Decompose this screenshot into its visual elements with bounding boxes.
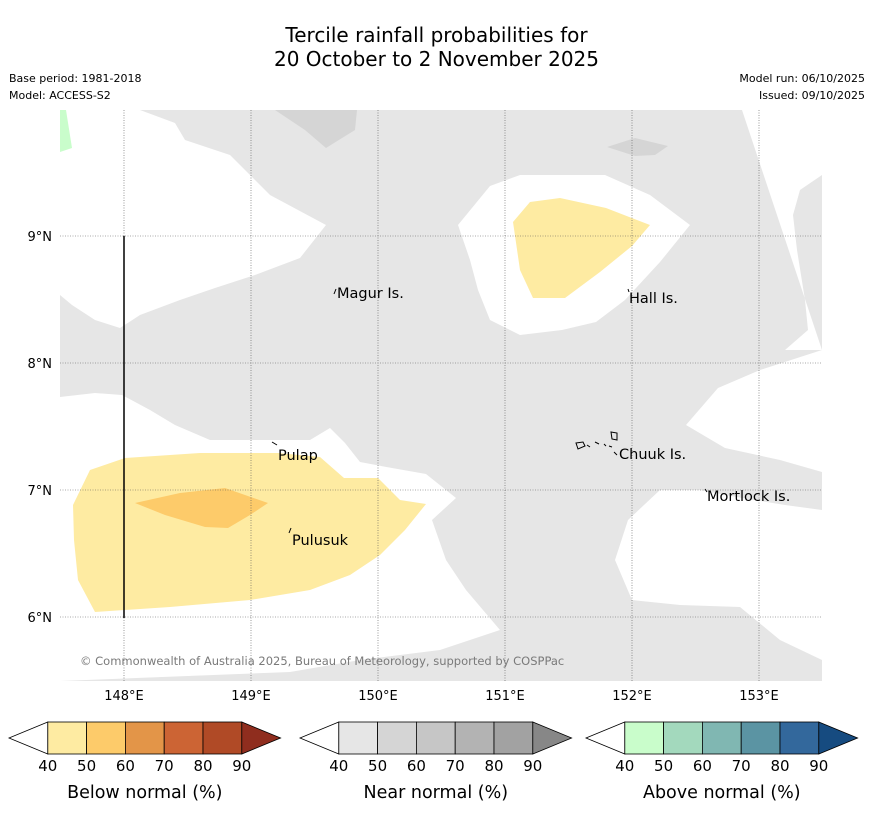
model-label: Model: ACCESS-S2 (9, 89, 111, 102)
legend-over-90-triangle (818, 721, 859, 755)
legend-tick-label: 90 (232, 757, 251, 775)
below-normal-legend: 40 50 60 70 80 90 Below normal (%) (7, 721, 282, 803)
place-label-mortlock: Mortlock Is. (707, 489, 790, 505)
white-region-southeast (615, 350, 822, 681)
legend-color-box (702, 721, 742, 755)
legend-title: Above normal (%) (643, 783, 801, 803)
legend-tick-label: 90 (523, 757, 542, 775)
magur-island-outline (333, 288, 337, 295)
legend-tick-label: 60 (116, 757, 135, 775)
legend-color-box (377, 721, 417, 755)
base-period-label: Base period: 1981-2018 (9, 72, 142, 85)
legend-tick-label: 80 (770, 757, 789, 775)
issued-label: Issued: 09/10/2025 (758, 89, 865, 102)
longitude-label: 148°E (104, 689, 144, 704)
legend-color-box (740, 721, 781, 755)
below-normal-50-patch (135, 488, 268, 528)
legend-tick-label: 70 (732, 757, 751, 775)
near-normal-50-patch-north (275, 110, 357, 148)
island-glyphs (271, 288, 708, 534)
place-label-pulap: Pulap (278, 448, 318, 464)
chart-title-line2: 20 October to 2 November 2025 (273, 47, 600, 71)
near-normal-legend: 40 50 60 70 80 90 Near normal (%) (298, 721, 573, 803)
legend-below-40-triangle (7, 721, 49, 755)
latitude-label: 6°N (28, 611, 53, 626)
legend-color-box (624, 721, 664, 755)
latitude-label: 7°N (28, 484, 53, 499)
chart-title-line1: Tercile rainfall probabilities for (285, 23, 588, 47)
legend-tick-label: 50 (368, 757, 387, 775)
white-region-northeast (742, 110, 822, 350)
place-label-pulusuk: Pulusuk (292, 533, 349, 549)
legend-tick-label: 70 (155, 757, 174, 775)
legend-tick-label: 80 (193, 757, 212, 775)
legend-color-box (47, 721, 87, 755)
legend-color-box (338, 721, 378, 755)
legend-tick-label: 50 (77, 757, 96, 775)
place-label-hall: Hall Is. (629, 291, 678, 307)
place-label-chuuk: Chuuk Is. (619, 447, 686, 463)
legend-tick-label: 40 (38, 757, 57, 775)
longitude-label: 153°E (739, 689, 779, 704)
copyright-notice: © Commonwealth of Australia 2025, Bureau… (80, 654, 564, 668)
legend-below-40-triangle (584, 721, 626, 755)
legend-over-90-triangle (241, 721, 282, 755)
place-label-magur: Magur Is. (337, 286, 404, 302)
legend-tick-label: 50 (654, 757, 673, 775)
legend-tick-label: 60 (407, 757, 426, 775)
legend-tick-label: 90 (809, 757, 828, 775)
legend-color-box (779, 721, 820, 755)
legend-tick-label: 60 (693, 757, 712, 775)
white-region-northwest (60, 110, 326, 328)
pulap-island-outline (271, 441, 278, 446)
hall-island-outline (627, 288, 630, 293)
legend-color-box (493, 721, 534, 755)
map-area (60, 110, 822, 681)
chuuk-island-outline (575, 431, 618, 456)
legend-color-box (415, 721, 456, 755)
legend-tick-label: 40 (615, 757, 634, 775)
legend-over-90-triangle (532, 721, 573, 755)
below-normal-40-southwest (73, 453, 426, 612)
above-normal-40-patch (60, 110, 72, 152)
latitude-label: 8°N (28, 357, 53, 372)
legend-color-box (86, 721, 126, 755)
legend-title: Near normal (%) (364, 783, 509, 803)
legend-color-box (454, 721, 495, 755)
legend-color-box (125, 721, 165, 755)
legend-color-box (202, 721, 243, 755)
longitude-label: 151°E (485, 689, 525, 704)
legends: 40 50 60 70 80 90 Below normal (%) 40 50 60 70 80 90… (7, 721, 859, 803)
legend-tick-label: 40 (329, 757, 348, 775)
latitude-label: 9°N (28, 230, 53, 245)
model-run-label: Model run: 06/10/2025 (739, 72, 865, 85)
legend-tick-label: 70 (446, 757, 465, 775)
legend-color-box (663, 721, 703, 755)
graticule (60, 110, 822, 681)
mortlock-island-outline (704, 488, 708, 493)
near-normal-50-patch-east (607, 138, 668, 156)
legend-title: Below normal (%) (67, 783, 222, 803)
longitude-label: 149°E (231, 689, 271, 704)
legend-color-box (163, 721, 204, 755)
legend-tick-label: 80 (484, 757, 503, 775)
legend-below-40-triangle (298, 721, 340, 755)
pulusuk-island-outline (288, 527, 292, 534)
longitude-label: 152°E (612, 689, 652, 704)
below-normal-40-north (513, 198, 650, 298)
longitude-label: 150°E (358, 689, 398, 704)
above-normal-legend: 40 50 60 70 80 90 Above normal (%) (584, 721, 859, 803)
